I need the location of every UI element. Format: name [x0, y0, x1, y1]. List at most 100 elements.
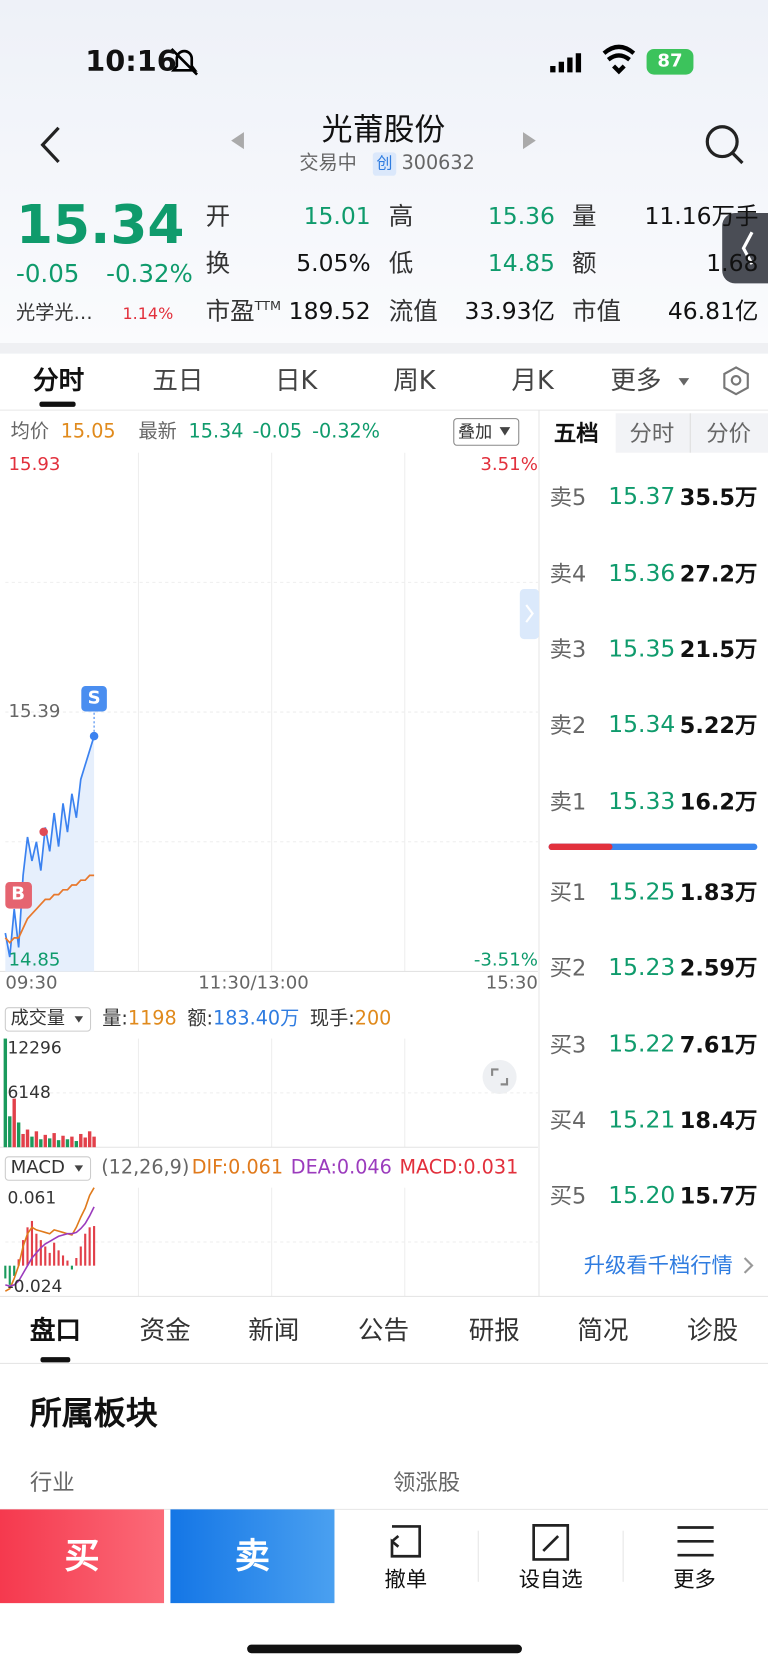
- buy-button[interactable]: [0, 1509, 165, 1604]
- volume-bar: [83, 1137, 87, 1148]
- volume-hand: 200: [354, 1007, 392, 1030]
- level-volume: 5.22万: [679, 712, 758, 739]
- x-tick-label: 09:30: [5, 972, 58, 995]
- volume-bar: [30, 1136, 34, 1148]
- level-volume: 27.2万: [679, 561, 758, 587]
- detail-tab[interactable]: 资金: [139, 1315, 191, 1346]
- indicator-name[interactable]: MACD: [10, 1157, 65, 1179]
- dropdown-arrow: [499, 427, 511, 436]
- x-tick-label: 11:30/13:00: [198, 972, 309, 995]
- detail-tab[interactable]: 新闻: [248, 1315, 300, 1346]
- action-label[interactable]: 设自选: [518, 1566, 583, 1592]
- chart-tab[interactable]: 周K: [393, 365, 436, 396]
- macd-params: (12,26,9): [101, 1156, 190, 1179]
- stat-label: 额: [572, 250, 597, 278]
- level-label: 卖1: [549, 789, 587, 815]
- action-label[interactable]: 更多: [673, 1566, 716, 1592]
- detail-tab[interactable]: 诊股: [687, 1315, 739, 1346]
- stat-label: 流值: [388, 298, 438, 326]
- y-tick-label: 14.85: [8, 949, 61, 971]
- detail-tab[interactable]: 公告: [357, 1315, 410, 1346]
- level-volume: 18.4万: [679, 1107, 758, 1134]
- level-price: 15.20: [608, 1182, 676, 1210]
- sell-label[interactable]: 卖: [234, 1534, 271, 1577]
- avg-line: [4, 874, 95, 944]
- detail-tab[interactable]: 研报: [468, 1315, 520, 1346]
- cancel-icon[interactable]: [390, 1525, 422, 1558]
- stat-value: 1.68: [706, 250, 759, 278]
- chart-tab[interactable]: 月K: [511, 365, 554, 396]
- macd-bar: [70, 1265, 73, 1270]
- indicator-select[interactable]: [4, 1007, 92, 1032]
- dif-line: [4, 1187, 95, 1292]
- upgrade-link[interactable]: 升级看千档行情: [583, 1252, 733, 1278]
- prev-stock[interactable]: [231, 132, 244, 150]
- detail-tab[interactable]: 简况: [577, 1315, 629, 1346]
- overlay[interactable]: 叠加: [458, 421, 493, 442]
- chart-tab[interactable]: 更多: [610, 365, 662, 396]
- buy-label[interactable]: 买: [64, 1534, 100, 1577]
- divider: [0, 342, 768, 354]
- orderbook-tab-bg: [615, 413, 768, 453]
- next-stock[interactable]: [523, 132, 536, 150]
- volume-bar: [92, 1136, 96, 1148]
- fullscreen-button[interactable]: [482, 1059, 517, 1094]
- orderbook-tab[interactable]: 分时: [629, 420, 675, 447]
- search-button[interactable]: [705, 125, 744, 165]
- volume-bar: [61, 1135, 65, 1148]
- sector[interactable]: 光学光…: [15, 302, 93, 325]
- more-icon[interactable]: [677, 1526, 714, 1557]
- detail-tab[interactable]: 盘口: [29, 1315, 81, 1346]
- tab-underline: [40, 1357, 71, 1363]
- indicator-name[interactable]: 成交量: [10, 1007, 65, 1030]
- volume-bar: [16, 1122, 21, 1148]
- stat-value: 46.81亿: [667, 298, 759, 326]
- expand-tab[interactable]: [519, 589, 539, 640]
- mute-icon: [170, 48, 199, 76]
- expand-tab-icon: [525, 604, 534, 623]
- dea-line: [5, 1206, 95, 1287]
- signal-icon: [550, 53, 582, 73]
- dea: DEA:0.046: [290, 1156, 392, 1179]
- volume-bar: [25, 1129, 30, 1148]
- level-label: 买3: [549, 1032, 587, 1058]
- back-button[interactable]: [40, 126, 60, 164]
- volume-bar: [34, 1131, 39, 1148]
- overlay-button[interactable]: [453, 418, 520, 446]
- macd-bar: [30, 1220, 34, 1266]
- sell-button[interactable]: [170, 1509, 335, 1604]
- macd-bar: [35, 1233, 38, 1266]
- chart-tab[interactable]: 五日: [152, 365, 204, 396]
- board: 创: [376, 153, 393, 173]
- buy-marker: [5, 881, 32, 909]
- level-volume: 21.5万: [679, 636, 758, 663]
- y-tick-label: 12296: [7, 1037, 62, 1058]
- buy-marker-label: B: [11, 883, 26, 905]
- level-price: 15.36: [608, 560, 676, 588]
- settings-icon[interactable]: [723, 366, 749, 396]
- macd-bar: [61, 1255, 65, 1266]
- indicator-select[interactable]: [4, 1156, 92, 1181]
- stat-label: 量: [572, 203, 597, 231]
- macd-bar: [79, 1246, 82, 1266]
- change: -0.05: [15, 260, 80, 289]
- level-volume: 1.83万: [679, 879, 758, 906]
- chart-tab[interactable]: 日K: [274, 365, 318, 396]
- macd-bar: [39, 1240, 42, 1266]
- sell-marker: [81, 685, 107, 712]
- watch-icon[interactable]: [532, 1524, 570, 1561]
- volume-bar: [56, 1140, 61, 1148]
- stat-label: 市值: [572, 298, 622, 326]
- macd-bar: [13, 1265, 16, 1276]
- volume-bar: [52, 1133, 56, 1148]
- orderbook-tab[interactable]: 分价: [706, 420, 751, 447]
- macd-bar: [88, 1227, 91, 1266]
- y-tick-label: 0.061: [7, 1187, 57, 1208]
- volume-bar: [43, 1134, 47, 1148]
- home-indicator: [247, 1644, 522, 1654]
- y-tick-label: 6148: [7, 1082, 51, 1103]
- chart-tab[interactable]: 分时: [33, 365, 85, 396]
- action-label[interactable]: 撤单: [384, 1566, 428, 1592]
- orderbook-tab[interactable]: 五档: [553, 420, 599, 447]
- level-price: 15.35: [608, 636, 676, 663]
